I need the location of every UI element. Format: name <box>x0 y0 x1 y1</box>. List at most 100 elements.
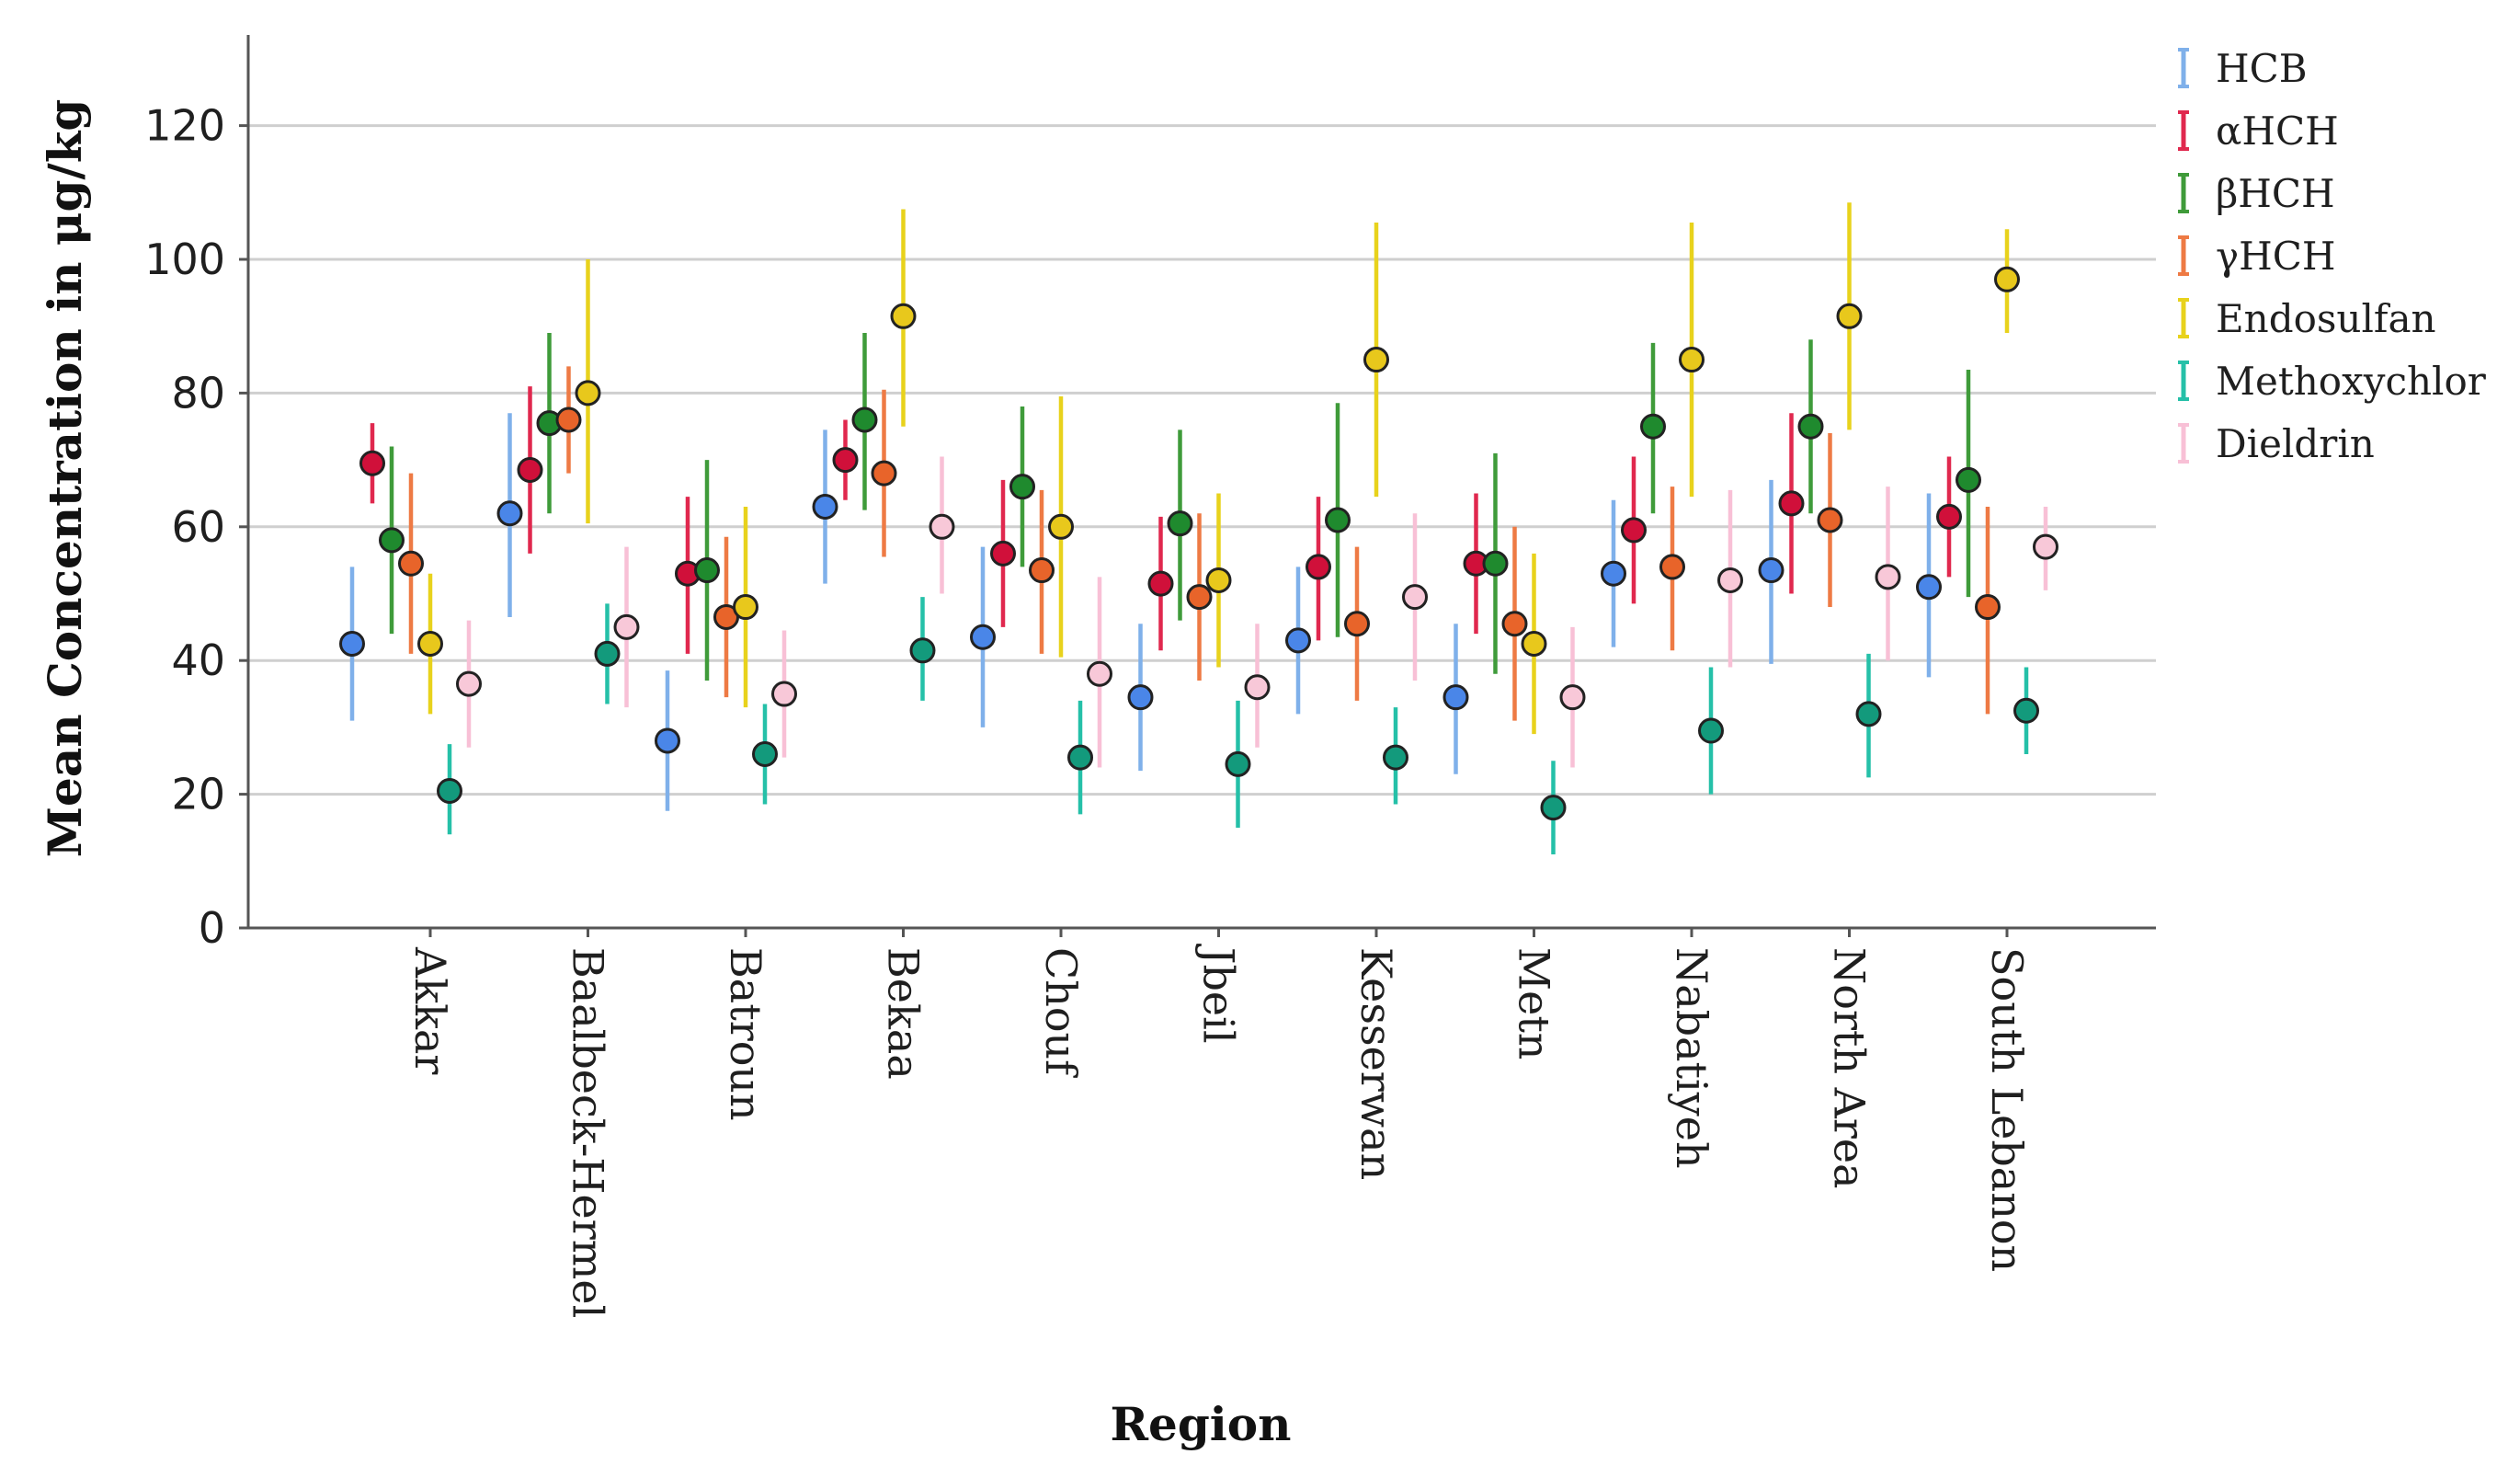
legend-label: βHCH <box>2216 171 2335 216</box>
mean-point <box>1482 550 1509 577</box>
mean-point <box>1067 744 1093 771</box>
legend: HCB αHCH βHCH γHCH Endosulfan Methoxychlor Die… <box>2178 46 2487 466</box>
mean-point <box>1875 564 1901 590</box>
axes <box>246 35 2156 930</box>
mean-point <box>1975 594 2001 621</box>
mean-point <box>733 594 758 621</box>
mean-point <box>1601 560 1626 587</box>
mean-point <box>575 380 601 406</box>
mean-point <box>812 493 838 520</box>
legend-label: Endosulfan <box>2216 296 2436 341</box>
x-tick-label: Nabatiyeh <box>1667 947 1716 1169</box>
x-tick-labels: Akkar Baalbeck-Hermel Batroun Bekaa Chouf Jbe… <box>405 928 2032 1318</box>
mean-point <box>1383 744 1408 771</box>
mean-point <box>1936 503 1962 530</box>
mean-point <box>1640 413 1666 440</box>
x-tick-label: Baalbeck-Hermel <box>564 947 613 1318</box>
y-tick-label: 120 <box>144 101 225 151</box>
mean-point <box>1994 266 2020 292</box>
x-tick-label: Jbeil <box>1194 944 1244 1044</box>
mean-point <box>1205 567 1232 593</box>
y-axis-title: Mean Concentration in μg/kg <box>38 99 92 858</box>
y-tick-label: 60 <box>171 502 225 552</box>
legend-label: γHCH <box>2216 234 2336 279</box>
mean-point <box>1167 510 1193 537</box>
mean-point <box>1087 660 1112 687</box>
legend-label: Methoxychlor <box>2216 359 2487 404</box>
mean-points <box>339 266 2058 821</box>
mean-point <box>437 777 462 804</box>
y-tick-label: 0 <box>199 903 225 953</box>
mean-point <box>655 727 680 754</box>
mean-point <box>1855 701 1882 727</box>
mean-point <box>909 637 936 664</box>
mean-point <box>456 670 482 697</box>
mean-point <box>339 631 365 658</box>
mean-point <box>1778 490 1805 517</box>
mean-point <box>1817 507 1843 533</box>
y-tick-label: 20 <box>171 770 225 819</box>
mean-point <box>1916 574 1942 601</box>
mean-point <box>1325 507 1351 533</box>
mean-point <box>1225 750 1251 777</box>
x-tick-label: Akkar <box>405 946 455 1074</box>
mean-point <box>613 613 640 640</box>
mean-point <box>1344 611 1370 637</box>
mean-point <box>2013 697 2039 724</box>
mean-point <box>1306 554 1331 580</box>
mean-point <box>1679 347 1705 373</box>
error-bars <box>349 202 2048 855</box>
x-tick-label: North Area <box>1825 947 1875 1189</box>
mean-point <box>1029 557 1055 584</box>
mean-point <box>398 550 424 577</box>
mean-point <box>1501 611 1528 637</box>
mean-point <box>379 527 405 554</box>
mean-point <box>1758 557 1785 584</box>
x-tick-label: Chouf <box>1036 947 1086 1078</box>
mean-point <box>1363 347 1389 373</box>
x-tick-label: South Lebanon <box>1982 947 2032 1272</box>
mean-point <box>1186 584 1213 611</box>
mean-point <box>2033 533 2058 560</box>
mean-point <box>1147 570 1174 597</box>
mean-point <box>851 406 878 433</box>
mean-point <box>694 557 720 584</box>
mean-point <box>496 500 523 527</box>
mean-point <box>990 540 1016 567</box>
y-tick-label: 40 <box>171 635 225 685</box>
mean-point <box>1009 474 1035 500</box>
mean-point <box>359 450 385 476</box>
mean-point <box>1540 795 1567 821</box>
x-tick-label: Batroun <box>721 947 770 1121</box>
x-axis-title: Region <box>1110 1397 1291 1451</box>
x-tick-label: Kesserwan <box>1351 947 1401 1180</box>
mean-point <box>1836 303 1863 329</box>
y-tick-labels: 0 20 40 60 80 100 120 <box>144 101 248 953</box>
mean-point <box>555 406 582 433</box>
mean-point <box>1442 684 1469 711</box>
y-tick-label: 80 <box>171 368 225 418</box>
mean-point <box>1244 674 1271 701</box>
mean-point <box>1621 517 1647 544</box>
mean-point <box>1659 554 1685 580</box>
mean-point <box>1127 684 1154 711</box>
x-tick-label: Metn <box>1510 947 1559 1059</box>
mean-point <box>929 513 955 540</box>
legend-label: HCB <box>2216 46 2308 91</box>
mean-point <box>771 681 797 707</box>
mean-point <box>417 631 443 658</box>
mean-point <box>1797 413 1824 440</box>
x-tick-label: Bekaa <box>879 947 929 1080</box>
mean-point <box>890 303 917 329</box>
mean-point <box>594 640 621 667</box>
mean-point <box>1048 513 1074 540</box>
mean-point <box>1698 717 1724 744</box>
mean-point <box>970 624 996 650</box>
mean-point <box>1285 627 1311 654</box>
gridlines <box>248 124 2156 796</box>
mean-point <box>752 740 778 767</box>
mean-point <box>1956 466 1981 493</box>
mean-point <box>517 457 543 484</box>
